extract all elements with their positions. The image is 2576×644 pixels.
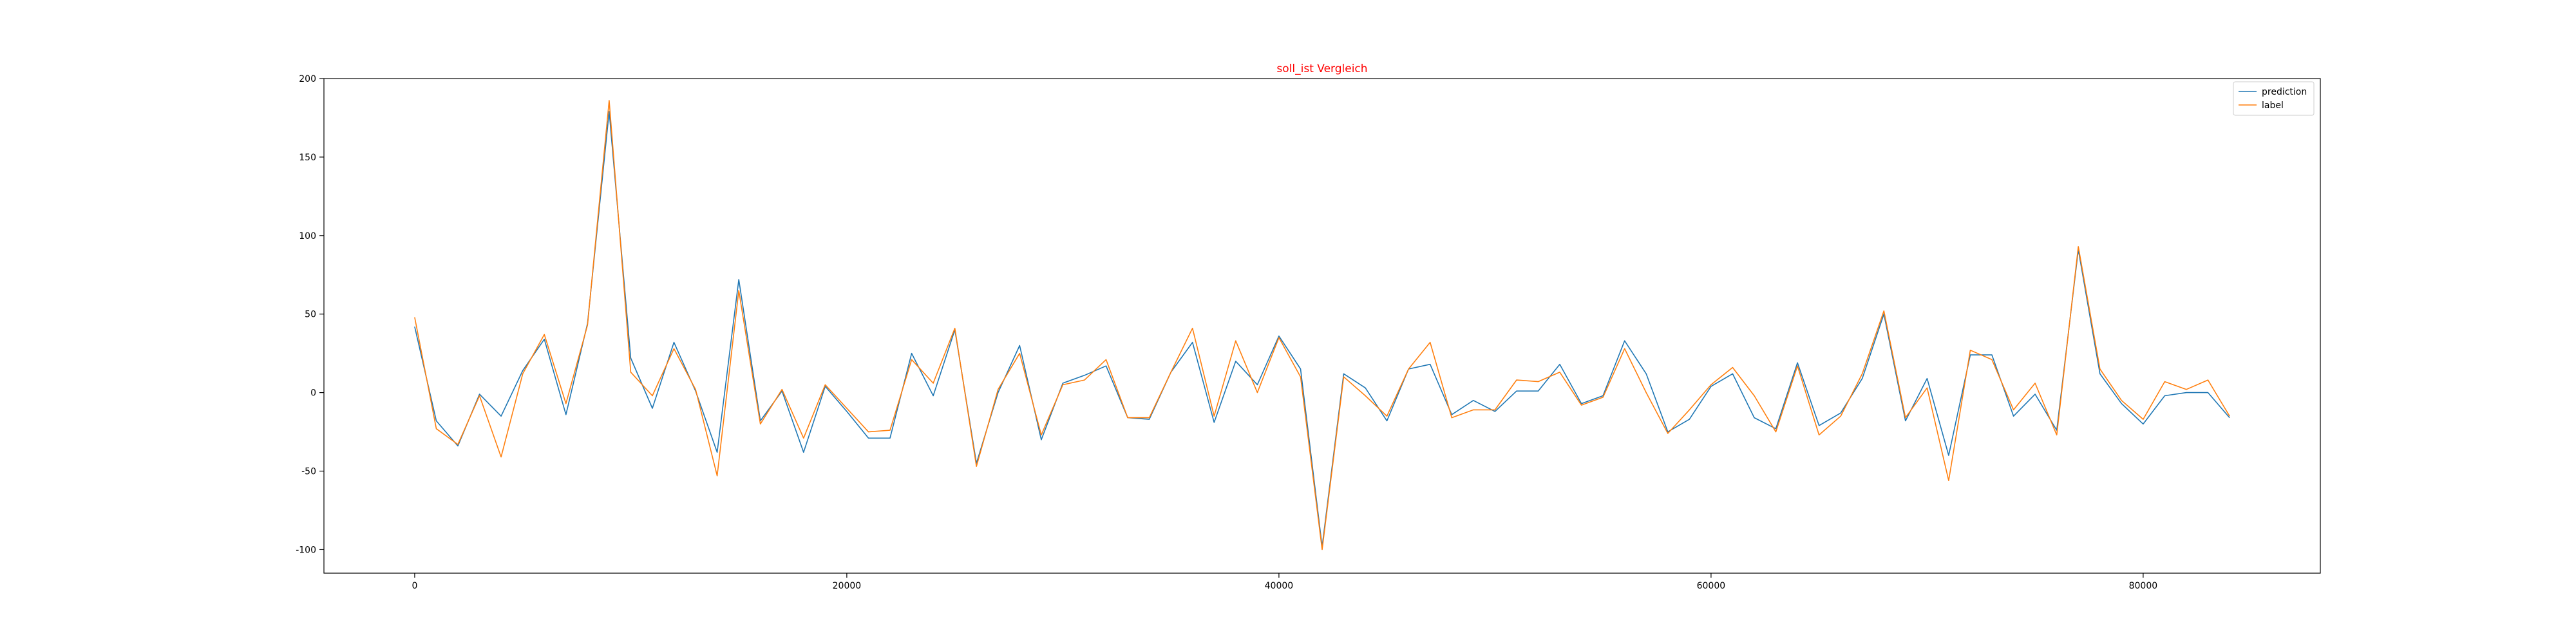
x-tick-label: 80000 [2129,581,2158,591]
x-tick-label: 20000 [833,581,862,591]
legend-label-prediction: prediction [2262,87,2307,97]
y-tick-label: -50 [301,467,316,477]
chart-title: soll_ist Vergleich [1276,62,1367,75]
series-layer [414,100,2230,551]
plot-frame [323,78,2321,574]
y-tick-label: 0 [310,388,316,399]
y-tick-label: 50 [305,310,316,320]
legend-label-label: label [2262,100,2284,111]
legend: prediction label [2233,81,2315,116]
x-axis: 0 20000 40000 60000 80000 [412,573,2157,591]
legend-box [2233,81,2315,116]
x-tick-label: 40000 [1265,581,1294,591]
y-tick-label: 200 [299,74,316,84]
y-tick-label: 100 [299,231,316,242]
y-axis: -100 -50 0 50 100 150 200 [296,74,324,555]
x-tick-label: 0 [412,581,417,591]
x-tick-label: 60000 [1697,581,1726,591]
series-line-label [414,100,2230,551]
y-tick-label: -100 [296,545,316,555]
y-tick-label: 150 [299,153,316,163]
